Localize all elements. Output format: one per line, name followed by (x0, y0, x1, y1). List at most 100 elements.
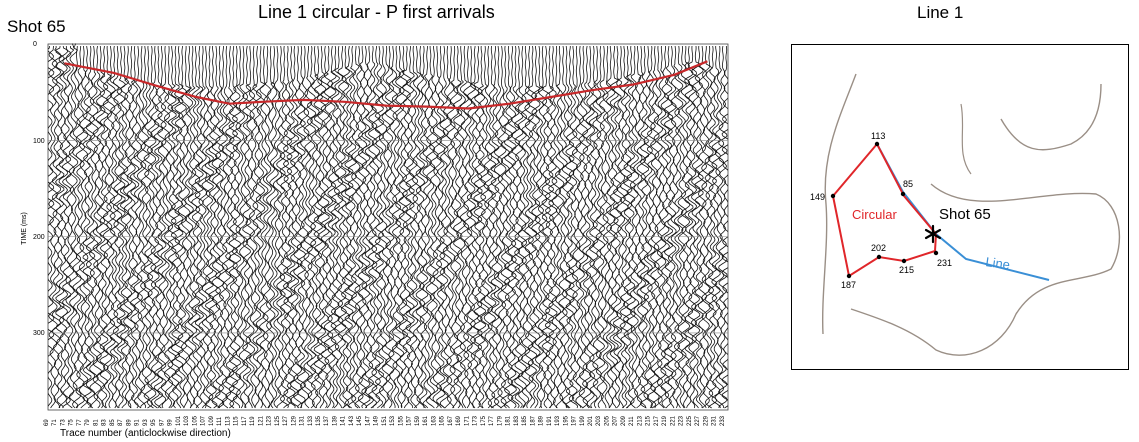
shot-asterisk-icon (924, 224, 942, 244)
seismic-trace (643, 45, 653, 409)
seismic-trace (163, 45, 174, 409)
seismic-trace (639, 45, 650, 409)
seismic-trace (153, 45, 164, 409)
seismic-trace (367, 45, 378, 409)
seismic-trace (551, 45, 562, 409)
trace-tick-label: 205 (604, 415, 610, 426)
seismic-trace (599, 45, 609, 409)
label-85: 85 (903, 179, 913, 189)
seismic-trace (327, 45, 337, 409)
trace-tick-label: 133 (308, 415, 314, 426)
seismic-trace (184, 45, 194, 409)
trace-tick-label: 73 (60, 419, 66, 426)
map-title: Line 1 (917, 3, 964, 22)
trace-tick-label: 165 (440, 415, 446, 426)
trace-tick-label: 109 (209, 415, 215, 426)
seismic-trace (214, 45, 225, 409)
trace-tick-label: 141 (341, 415, 347, 426)
trace-tick-label: 201 (588, 415, 594, 426)
trace-tick-label: 183 (514, 415, 520, 426)
ytick-100: 100 (33, 138, 45, 145)
trace-tick-label: 209 (621, 415, 627, 426)
trace-tick-label: 161 (423, 415, 429, 426)
outline-north (1000, 83, 1102, 151)
seismic-trace (286, 45, 296, 409)
label-shot: Shot 65 (939, 206, 991, 223)
trace-tick-label: 163 (431, 415, 437, 426)
seismic-trace (109, 45, 120, 409)
label-line: Line (985, 254, 1011, 272)
seismic-trace (269, 45, 279, 409)
seismic-trace (303, 45, 313, 409)
trace-tick-label: 159 (415, 415, 421, 426)
seismic-trace (102, 45, 113, 409)
trace-tick-label: 89 (126, 419, 132, 426)
seismic-trace (629, 45, 640, 409)
label-circular: Circular (852, 207, 897, 222)
seismic-trace (313, 45, 324, 409)
seismic-trace (272, 45, 283, 409)
trace-tick-label: 101 (176, 415, 182, 426)
seismic-trace (225, 45, 235, 409)
trace-tick-label: 189 (539, 415, 545, 426)
seismic-trace (500, 45, 510, 409)
ytick-0: 0 (33, 41, 37, 48)
seismic-section: 69 71 73 75 77 79 81 83 85 87 89 91 93 95 97 99 101 103 10… (44, 41, 729, 426)
trace-tick-label: 103 (184, 415, 190, 426)
seismic-trace (622, 45, 633, 409)
trace-tick-label: 185 (522, 415, 528, 426)
station-149-dot (830, 193, 836, 199)
trace-tick-label: 137 (324, 415, 330, 426)
seismic-trace (554, 45, 565, 409)
seismic-trace (187, 45, 198, 409)
seismic-trace (293, 45, 303, 409)
seismic-trace (170, 45, 181, 409)
seismic-trace (208, 45, 218, 409)
seismic-trace (112, 45, 123, 409)
seismic-trace (708, 45, 718, 409)
trace-tick-label: 179 (497, 415, 503, 426)
station-231-dot (933, 250, 939, 256)
trace-tick-label: 171 (464, 415, 470, 426)
seismic-trace (446, 45, 456, 409)
seismic-trace (276, 45, 286, 409)
seismic-trace (316, 45, 327, 409)
seismic-trace (544, 45, 555, 409)
trace-tick-label: 167 (448, 415, 454, 426)
trace-tick-label: 215 (646, 415, 652, 426)
seismic-trace (197, 45, 208, 409)
trace-tick-label: 199 (580, 415, 586, 426)
seismic-trace (150, 45, 160, 409)
seismic-trace (255, 45, 266, 409)
seismic-trace (330, 45, 341, 409)
outline-west (821, 73, 857, 335)
trace-tick-label: 99 (168, 419, 174, 426)
trace-tick-label: 195 (563, 415, 569, 426)
seismic-trace (235, 45, 245, 409)
trace-tick-label: 87 (118, 419, 124, 426)
y-axis-label: TIME (ms) (20, 212, 28, 245)
trace-tick-label: 219 (662, 415, 668, 426)
seismic-trace (463, 45, 473, 409)
seismic-trace (173, 45, 184, 409)
trace-tick-label: 169 (456, 415, 462, 426)
seismic-trace (697, 45, 708, 409)
seismic-trace (167, 46, 177, 409)
trace-tick-label: 95 (151, 419, 157, 426)
seismic-trace (561, 45, 572, 409)
shot-label: Shot 65 (7, 17, 66, 36)
trace-tick-label: 177 (489, 415, 495, 426)
station-215-dot (901, 258, 907, 264)
outline-east (850, 183, 1121, 356)
trace-tick-label: 69 (44, 419, 50, 426)
seismic-trace (510, 45, 521, 409)
seismic-trace (582, 45, 592, 409)
x-axis-label: Trace number (anticlockwise direction) (60, 428, 231, 439)
seismic-trace (54, 45, 65, 409)
trace-tick-label: 83 (102, 419, 108, 426)
trace-tick-label: 121 (258, 415, 264, 426)
label-149: 149 (810, 192, 825, 202)
seismic-trace (595, 45, 606, 409)
trace-tick-label: 123 (267, 415, 273, 426)
seismic-trace (242, 45, 252, 409)
